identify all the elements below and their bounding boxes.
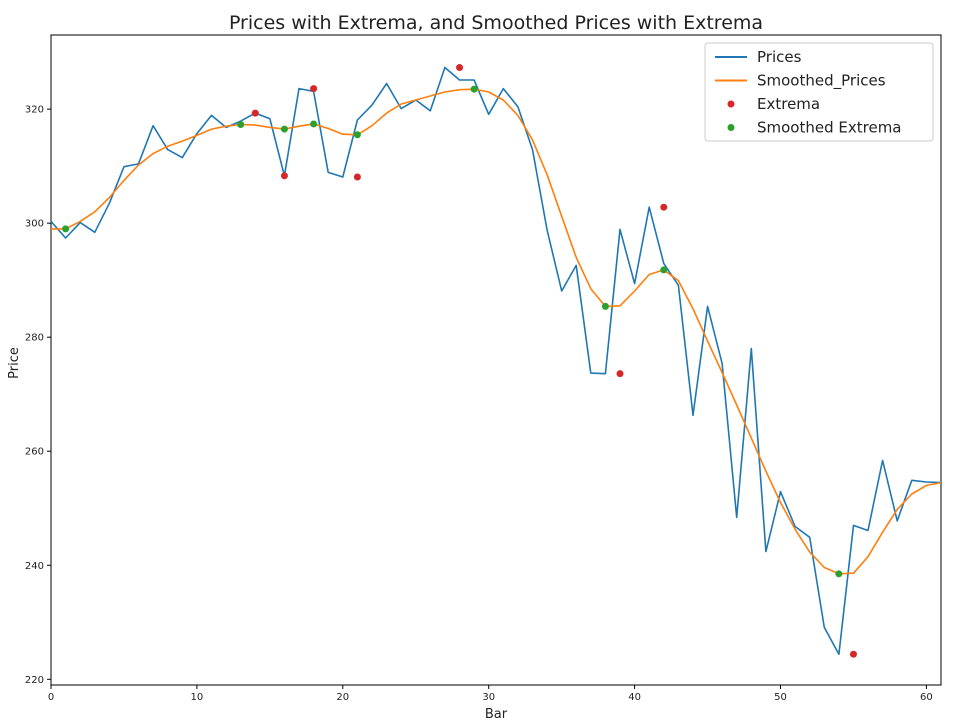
legend-prices-label: Prices	[757, 48, 802, 66]
legend-smoothed-extrema-swatch	[727, 124, 735, 131]
extrema-point	[456, 64, 464, 71]
chart-title: Prices with Extrema, and Smoothed Prices…	[229, 12, 763, 34]
smoothed-extrema-point	[660, 266, 668, 274]
prices-line	[50, 66, 942, 656]
x-axis-label: Bar	[485, 707, 508, 722]
x-tick-label: 10	[191, 692, 204, 703]
smoothed-extrema-point	[470, 85, 478, 93]
smoothed-extrema-point	[601, 302, 609, 310]
x-tick-label: 50	[774, 692, 787, 703]
axis-ticks: 0 10 20 30 40 50 60 220 240 260 280 300 320	[25, 105, 933, 703]
y-tick-label: 280	[25, 333, 44, 344]
smoothed-extrema-point	[310, 120, 318, 128]
legend: Prices Smoothed_Prices Extrema Smoothed Ext…	[704, 42, 934, 142]
plot-area	[50, 34, 942, 686]
y-tick-label: 320	[25, 105, 44, 116]
x-tick-label: 60	[920, 692, 933, 703]
smoothed-prices-line	[51, 88, 942, 575]
y-tick-label: 260	[25, 447, 44, 458]
smoothed-extrema-point	[237, 121, 245, 129]
legend-extrema-label: Extrema	[757, 95, 820, 113]
legend-extrema-swatch	[727, 100, 735, 108]
x-tick-label: 30	[482, 692, 495, 703]
y-tick-label: 240	[25, 561, 44, 572]
extrema-point	[849, 650, 857, 658]
extrema-point	[310, 85, 318, 93]
smoothed-extrema-point	[280, 125, 288, 133]
y-tick-label: 220	[25, 675, 44, 686]
smoothed-extrema-point	[353, 131, 361, 139]
extrema-point	[660, 203, 668, 211]
y-axis-label: Price	[7, 347, 22, 379]
legend-smoothed-extrema-label: Smoothed Extrema	[757, 119, 902, 137]
smoothed-extrema-point	[62, 225, 70, 233]
x-tick-label: 20	[336, 692, 349, 703]
extrema-point	[353, 173, 361, 181]
extrema-point	[280, 172, 288, 180]
x-tick-label: 40	[628, 692, 641, 703]
extrema-point	[616, 370, 624, 378]
smoothed-extrema-point	[835, 570, 843, 578]
plot-series	[50, 64, 942, 658]
extrema-point	[251, 109, 259, 117]
y-tick-label: 300	[25, 219, 44, 230]
legend-smoothed-prices-label: Smoothed_Prices	[757, 72, 886, 91]
legend-box	[704, 42, 934, 142]
x-tick-label: 0	[48, 692, 54, 703]
